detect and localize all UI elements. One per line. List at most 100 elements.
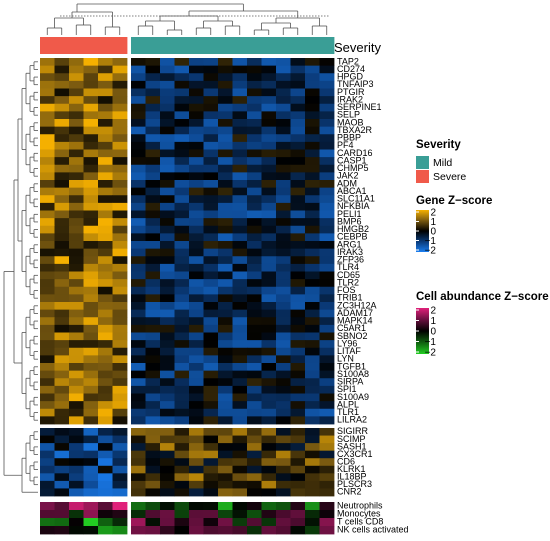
heatmap-cell-g2-cx3cr1-col12	[203, 450, 219, 459]
row-label-zfp36: ZFP36	[337, 255, 364, 265]
heatmap-cell-g1-tbxa2r-col18	[290, 126, 306, 135]
heatmap-cell-g1-maob-col4	[83, 119, 99, 128]
heatmap-cell-g1-casp1-col18	[290, 157, 306, 166]
heatmap-cell-g1-cd65-col2	[54, 271, 70, 280]
heatmap-cell-g1-abca1-col17	[276, 187, 291, 196]
heatmap-cell-g1-tlr4-col6	[112, 263, 128, 272]
heatmap-cell-g1-trib1-col9	[160, 294, 175, 303]
heatmap-cell-g1-spi1-col8	[145, 385, 161, 394]
heatmap-cell-g1-sbno2-col18	[290, 332, 306, 341]
heatmap-cell-g1-zfp36-col10	[174, 256, 190, 265]
heatmap-cell-g1-bmp6-col17	[276, 218, 291, 227]
heatmap-cell-g2-cd6-col14	[232, 458, 248, 467]
heatmap-cell-g1-ly96-col19	[305, 340, 320, 349]
heatmap-cell-g1-serpine1-col20	[319, 103, 335, 112]
row-label-fos: FOS	[337, 285, 356, 295]
heatmap-cell-g1-cd274-col17	[276, 65, 291, 74]
heatmap-cell-g1-nfkbia-col17	[276, 202, 291, 211]
heatmap-cell-g1-ptgir-col10	[174, 88, 190, 97]
row-label-tnfaip3: TNFAIP3	[337, 79, 374, 89]
heatmap-cell-g1-irak3-col11	[189, 248, 204, 257]
heatmap-cell-g1-peli1-col17	[276, 210, 291, 219]
heatmap-cell-g1-spi1-col4	[83, 385, 99, 394]
heatmap-cell-g1-tlr4-col2	[54, 263, 70, 272]
gene-legend-title: Gene Z−score	[416, 195, 492, 207]
heatmap-cell-g1-maob-col7	[131, 119, 146, 128]
heatmap-cell-g1-tbxa2r-col20	[319, 126, 335, 135]
heatmap-cell-g1-selp-col11	[189, 111, 204, 120]
heatmap-cell-g1-adm-col9	[160, 180, 175, 189]
heatmap-cell-g1-hmgb2-col20	[319, 225, 335, 234]
heatmap-cell-g1-sbno2-col14	[232, 332, 248, 341]
heatmap-cell-g1-adm-col10	[174, 180, 190, 189]
heatmap-cell-g1-tap2-col11	[189, 58, 204, 67]
heatmap-cell-g1-hpgd-col1	[40, 73, 55, 82]
heatmap-cell-g1-slc11a1-col8	[145, 195, 161, 204]
heatmap-cell-g2-sash1-col13	[218, 443, 233, 452]
heatmap-cell-g1-tbxa2r-col14	[232, 126, 248, 135]
heatmap-cell-g1-irak3-col2	[54, 248, 70, 257]
heatmap-cell-g1-ly96-col11	[189, 340, 204, 349]
heatmap-cell-g2-sash1-col18	[290, 443, 306, 452]
heatmap-cell-g1-litaf-col4	[83, 347, 99, 356]
heatmap-cell-g2-klrk1-col15	[247, 465, 262, 474]
heatmap-cell-g1-tgfb1-col4	[83, 363, 99, 372]
heatmap-cell-g1-lilra2-col19	[305, 416, 320, 425]
heatmap-cell-g1-c5ar1-col6	[112, 324, 128, 333]
heatmap-cell-g1-tlr1-col14	[232, 408, 248, 417]
heatmap-cell-g1-serpine1-col15	[247, 103, 262, 112]
heatmap-cell-g1-maob-col18	[290, 119, 306, 128]
heatmap-cell-g1-trib1-col4	[83, 294, 99, 303]
heatmap-cell-g1-irak2-col5	[98, 96, 113, 105]
heatmap-cell-g2-cnr2-col19	[305, 488, 320, 497]
heatmap-cell-g1-casp1-col20	[319, 157, 335, 166]
heatmap-cell-g1-adam17-col12	[203, 309, 219, 318]
heatmap-cell-g2-plscr3-col16	[261, 480, 277, 489]
heatmap-cell-g1-abca1-col5	[98, 187, 113, 196]
heatmap-cell-g1-serpine1-col7	[131, 103, 146, 112]
heatmap-cell-g1-bmp6-col14	[232, 218, 248, 227]
heatmap-cell-g1-s100a9-col3	[69, 393, 84, 402]
heatmap-cell-g1-sbno2-col9	[160, 332, 175, 341]
heatmap-cell-g1-ly96-col20	[319, 340, 335, 349]
heatmap-cell-g1-cd65-col11	[189, 271, 204, 280]
heatmap-cell-g2-scimp-col16	[261, 435, 277, 444]
heatmap-cell-g1-tnfaip3-col15	[247, 80, 262, 89]
heatmap-cell-g2-cx3cr1-col9	[160, 450, 175, 459]
heatmap-cell-g2-cd6-col10	[174, 458, 190, 467]
heatmap-cell-g1-slc11a1-col3	[69, 195, 84, 204]
heatmap-cell-g1-irak3-col16	[261, 248, 277, 257]
heatmap-cell-g1-mapk14-col15	[247, 317, 262, 326]
heatmap-cell-g1-tap2-col15	[247, 58, 262, 67]
heatmap-cell-g1-ly96-col1	[40, 340, 55, 349]
heatmap-cell-g1-tlr4-col16	[261, 263, 277, 272]
heatmap-cell-g1-sbno2-col16	[261, 332, 277, 341]
heatmap-cell-g1-serpine1-col18	[290, 103, 306, 112]
heatmap-cell-g2-cnr2-col15	[247, 488, 262, 497]
heatmap-cell-g1-adam17-col13	[218, 309, 233, 318]
heatmap-cell-g1-tlr1-col17	[276, 408, 291, 417]
heatmap-cell-g1-jak2-col9	[160, 172, 175, 181]
heatmap-cell-g1-peli1-col1	[40, 210, 55, 219]
heatmap-cell-g2-scimp-col4	[83, 435, 99, 444]
heatmap-cell-g1-tap2-col12	[203, 58, 219, 67]
heatmap-cell-g2-klrk1-col8	[145, 465, 161, 474]
heatmap-cell-g2-il18bp-col4	[83, 473, 99, 482]
heatmap-cell-g1-s100a8-col19	[305, 370, 320, 379]
heatmap-cell-g1-tap2-col4	[83, 58, 99, 67]
heatmap-cell-g2-plscr3-col13	[218, 480, 233, 489]
heatmap-cell-c-t-cells-cd8-col16	[261, 518, 277, 527]
heatmap-cell-g2-sigirr-col14	[232, 428, 248, 436]
heatmap-cell-g1-abca1-col4	[83, 187, 99, 196]
heatmap-cell-g1-litaf-col2	[54, 347, 70, 356]
heatmap-cell-g1-tlr2-col17	[276, 279, 291, 288]
heatmap-cell-g1-jak2-col15	[247, 172, 262, 181]
heatmap-cell-g1-adam17-col11	[189, 309, 204, 318]
heatmap-cell-g1-slc11a1-col4	[83, 195, 99, 204]
row-label-selp: SELP	[337, 110, 360, 120]
row-label-mapk14: MAPK14	[337, 316, 373, 326]
heatmap-cell-g1-litaf-col17	[276, 347, 291, 356]
heatmap-cell-g2-sigirr-col19	[305, 428, 320, 436]
heatmap-cell-g1-abca1-col14	[232, 187, 248, 196]
heatmap-cell-g1-litaf-col13	[218, 347, 233, 356]
